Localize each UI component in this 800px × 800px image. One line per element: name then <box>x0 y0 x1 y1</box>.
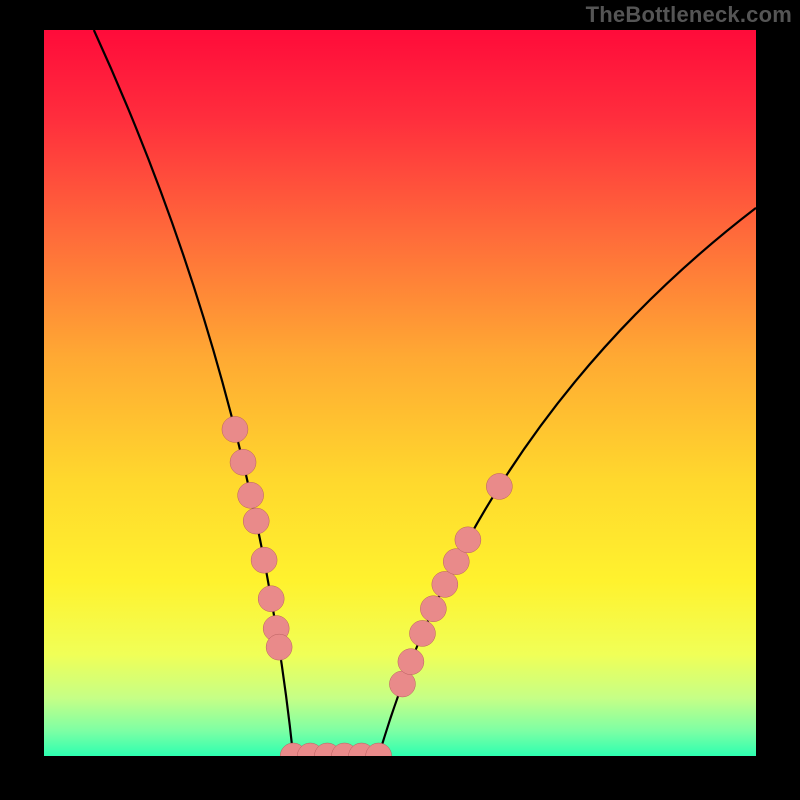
marker-left-7 <box>266 634 292 660</box>
marker-right-3 <box>420 596 446 622</box>
marker-left-1 <box>230 449 256 475</box>
marker-right-2 <box>409 620 435 646</box>
chart-root: { "watermark": { "text": "TheBottleneck.… <box>0 0 800 800</box>
marker-right-1 <box>398 649 424 675</box>
gradient-background <box>44 30 756 756</box>
marker-right-4 <box>432 571 458 597</box>
marker-right-6 <box>455 527 481 553</box>
chart-svg <box>0 0 800 800</box>
marker-right-7 <box>486 473 512 499</box>
marker-left-0 <box>222 416 248 442</box>
watermark-text: TheBottleneck.com <box>586 2 792 28</box>
marker-left-2 <box>238 482 264 508</box>
marker-left-4 <box>251 547 277 573</box>
marker-left-5 <box>258 586 284 612</box>
marker-left-3 <box>243 508 269 534</box>
